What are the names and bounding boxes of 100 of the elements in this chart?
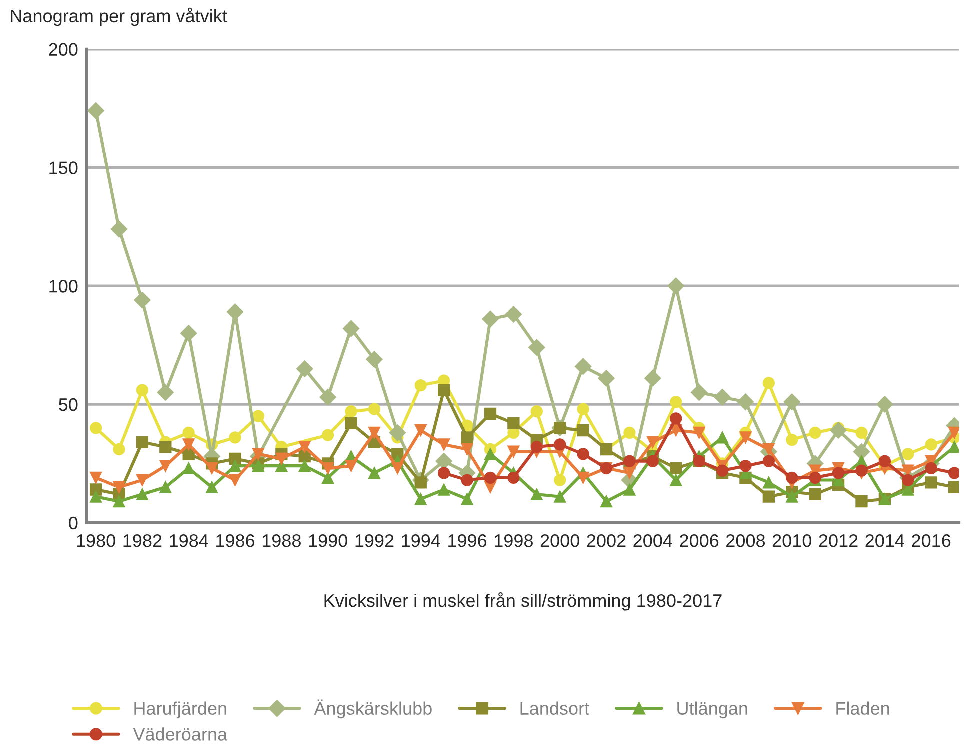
point	[853, 443, 870, 460]
point	[786, 434, 798, 446]
point	[160, 441, 172, 454]
point	[598, 370, 615, 387]
x-tick-label: 1990	[309, 534, 348, 548]
point	[856, 496, 868, 508]
point	[740, 432, 752, 444]
point	[624, 467, 636, 480]
point	[740, 460, 752, 472]
point	[670, 462, 682, 475]
point	[136, 436, 149, 448]
point	[902, 448, 914, 460]
x-tick-label: 2002	[587, 534, 626, 548]
point	[322, 472, 334, 484]
x-tick-label: 1982	[124, 534, 162, 548]
point	[484, 472, 497, 484]
point	[90, 490, 102, 503]
y-tick-label: 100	[50, 280, 78, 293]
point	[461, 432, 474, 444]
point	[809, 488, 822, 501]
point	[554, 490, 566, 503]
point	[716, 464, 729, 477]
point	[414, 493, 427, 506]
point	[136, 384, 149, 396]
point	[948, 441, 960, 454]
x-axis-title: Kvicksilver i muskel från sill/strömming 1980-2017	[324, 592, 722, 611]
point	[737, 394, 754, 411]
point	[762, 476, 775, 489]
point	[925, 462, 938, 475]
point	[298, 441, 311, 454]
point	[438, 484, 450, 496]
point	[229, 460, 242, 472]
point	[690, 384, 708, 402]
point	[229, 474, 242, 486]
point	[484, 448, 497, 460]
point	[508, 446, 520, 458]
point	[113, 481, 126, 494]
y-tick-label: 200	[49, 43, 78, 56]
point	[296, 360, 314, 378]
y-axis-title: Nanogram per gram våtvikt	[11, 8, 228, 26]
point	[182, 462, 195, 475]
point	[206, 462, 218, 475]
point	[832, 467, 845, 480]
point	[160, 481, 172, 494]
point	[809, 426, 822, 439]
point	[342, 320, 360, 338]
point	[206, 481, 218, 494]
point	[113, 443, 126, 456]
point	[368, 467, 381, 480]
point	[436, 452, 452, 470]
point	[134, 292, 151, 309]
point	[574, 358, 592, 375]
point	[670, 412, 682, 425]
point	[461, 474, 474, 486]
point	[160, 460, 172, 472]
point	[830, 422, 847, 439]
x-tick-label: 2006	[680, 534, 719, 548]
point	[414, 379, 427, 392]
point	[438, 467, 450, 480]
point	[136, 474, 149, 486]
legend-label: Väderöarna	[133, 728, 228, 741]
point	[252, 410, 265, 422]
point	[762, 490, 775, 503]
point	[554, 438, 566, 451]
point	[461, 493, 474, 506]
point	[368, 403, 381, 416]
point	[577, 472, 590, 484]
legend-label: Ängskärsklubb	[314, 700, 432, 719]
legend-label: Landsort	[520, 702, 590, 716]
x-tick-label: 2014	[866, 534, 904, 548]
point	[368, 426, 381, 439]
point	[762, 377, 775, 390]
point	[182, 438, 195, 451]
point	[624, 426, 636, 439]
legend-label: Utlängan	[678, 702, 748, 719]
x-tick-label: 1992	[356, 534, 394, 548]
point	[530, 488, 543, 501]
x-tick-label: 1988	[262, 534, 301, 548]
point	[902, 474, 914, 486]
point	[276, 452, 288, 466]
point	[113, 496, 126, 508]
x-tick-label: 2016	[912, 534, 951, 548]
point	[345, 417, 358, 430]
x-tick-label: 2012	[819, 534, 858, 548]
point	[229, 432, 242, 444]
x-tick-label: 2000	[540, 534, 580, 548]
point	[389, 424, 406, 442]
point	[157, 384, 174, 402]
point	[668, 278, 684, 294]
point	[530, 441, 543, 454]
point	[786, 490, 798, 503]
point	[577, 448, 590, 460]
point	[229, 452, 242, 466]
point	[88, 102, 104, 120]
point	[345, 460, 358, 472]
point	[925, 476, 938, 489]
x-tick-label: 2004	[634, 534, 672, 548]
legend-label: Fladen	[836, 702, 890, 716]
point	[716, 432, 729, 444]
y-tick-label: 150	[50, 162, 78, 174]
